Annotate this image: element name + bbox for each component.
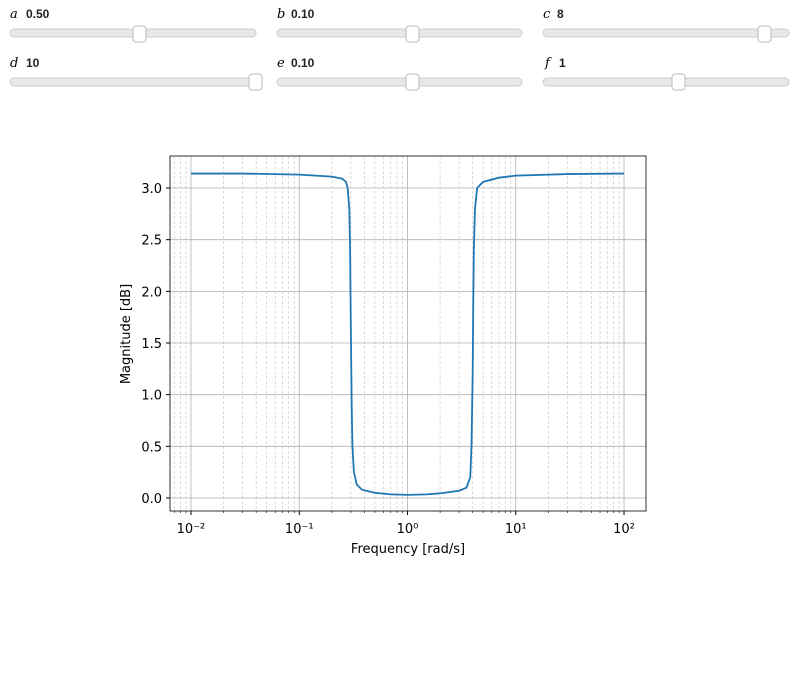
slider-value: 1 xyxy=(559,56,566,70)
slider-c[interactable]: c 8 xyxy=(542,7,790,43)
x-tick-label: 10² xyxy=(613,522,635,537)
y-axis-label: Magnitude [dB] xyxy=(119,284,134,384)
x-axis-label: Frequency [rad/s] xyxy=(351,542,465,557)
slider-handle[interactable] xyxy=(405,73,420,91)
y-tick-label: 0.5 xyxy=(141,440,162,455)
y-tick-label: 1.5 xyxy=(141,337,162,352)
slider-track[interactable] xyxy=(9,77,263,87)
slider-label: b xyxy=(277,7,285,22)
x-tick-label: 10⁰ xyxy=(397,522,419,537)
slider-track[interactable] xyxy=(276,28,523,38)
slider-a[interactable]: a 0.50 xyxy=(9,7,257,43)
line xyxy=(190,172,625,496)
slider-handle[interactable] xyxy=(248,73,263,91)
slider-handle[interactable] xyxy=(405,25,420,43)
slider-label: d xyxy=(10,56,18,71)
slider-handle[interactable] xyxy=(757,25,772,43)
slider-handle[interactable] xyxy=(671,73,686,91)
slider-value: 8 xyxy=(557,7,564,21)
y-tick-label: 1.0 xyxy=(141,389,162,404)
slider-value: 0.10 xyxy=(291,56,315,70)
x-tick-label: 10⁻² xyxy=(177,522,206,537)
slider-value: 10 xyxy=(26,56,40,70)
y-tick-label: 2.0 xyxy=(141,285,162,300)
slider-label: f xyxy=(544,56,552,71)
x-tick-label: 10¹ xyxy=(505,522,527,537)
x-tick-label: 10⁻¹ xyxy=(285,522,314,537)
slider-handle[interactable] xyxy=(132,25,147,43)
y-tick-label: 3.0 xyxy=(141,182,162,197)
slider-f[interactable]: f 1 xyxy=(542,56,790,91)
slider-b[interactable]: b 0.10 xyxy=(276,7,523,43)
y-tick-label: 2.5 xyxy=(141,234,162,249)
slider-track[interactable] xyxy=(276,77,523,87)
slider-value: 0.10 xyxy=(291,7,315,21)
chart: Frequency [rad/s] Magnitude [dB] 10⁻² 10⁻… xyxy=(119,155,647,557)
slider-label: c xyxy=(543,7,551,22)
slider-e[interactable]: e 0.10 xyxy=(276,56,523,91)
slider-track[interactable] xyxy=(542,77,790,87)
slider-d[interactable]: d 10 xyxy=(9,56,263,91)
slider-track[interactable] xyxy=(542,28,790,38)
y-tick-label: 0.0 xyxy=(141,492,162,507)
slider-label: a xyxy=(10,7,18,22)
slider-value: 0.50 xyxy=(26,7,50,21)
slider-label: e xyxy=(277,56,285,71)
plot-frame xyxy=(169,155,647,512)
